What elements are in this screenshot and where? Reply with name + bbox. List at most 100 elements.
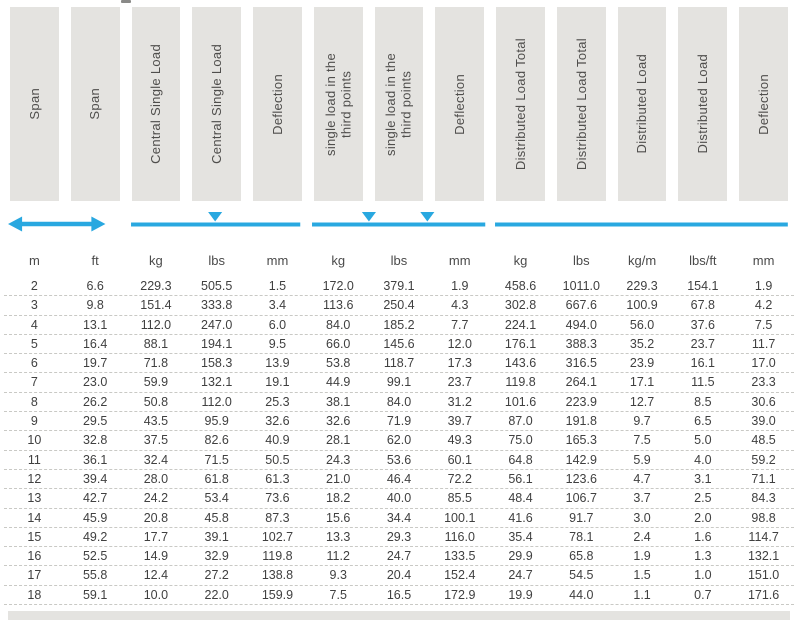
column-header: single load in the third points: [313, 7, 363, 201]
column-header: Distributed Load Total: [496, 7, 545, 201]
table-cell: 9.3: [329, 568, 347, 583]
table-cell: 85.5: [447, 491, 472, 506]
table-cell: 64.8: [508, 452, 533, 467]
column-header: single load in the third points: [374, 7, 424, 201]
table-cell: 21.0: [326, 471, 351, 486]
column-header: Central Single Load: [192, 7, 242, 201]
table-cell: 13.9: [265, 356, 290, 371]
column-header-cell: Distributed Load: [672, 7, 733, 201]
table-cell: 2.4: [633, 529, 651, 544]
diagram-row: [4, 201, 794, 243]
table-cell: 23.7: [690, 336, 715, 351]
table-cell: 143.6: [504, 356, 537, 371]
table-cell: 39.0: [751, 414, 776, 429]
table-cell: 46.4: [386, 471, 412, 486]
table-cell: 71.1: [751, 471, 776, 486]
table-cell: 18: [27, 587, 42, 602]
table-row: 8 26.2 50.8 112.0 25.3 38.1 84.0 31.2 101.6 223.9…: [4, 393, 794, 413]
table-cell: 52.5: [82, 549, 108, 564]
table-cell: 4.7: [633, 471, 651, 486]
table-cell: 49.2: [82, 529, 108, 544]
table-cell: 60.1: [447, 452, 472, 467]
table-cell: 54.5: [569, 568, 594, 583]
column-header: Span: [10, 7, 59, 201]
table-cell: 229.3: [626, 279, 658, 293]
table-cell: 49.3: [447, 433, 472, 448]
table-cell: 48.5: [751, 433, 776, 448]
column-header-cell: Span: [4, 7, 65, 201]
unit-label: lbs: [390, 252, 408, 268]
column-header: Distributed Load: [678, 7, 728, 201]
table-cell: 25.3: [265, 394, 290, 409]
third-point-loads-icon: [308, 201, 490, 243]
table-cell: 7.5: [754, 317, 773, 332]
table-body: 2 6.6 229.3 505.5 1.5 172.0 379.1 1.9 458.6 1011.…: [4, 277, 794, 606]
unit-label: kg: [513, 252, 528, 268]
column-header-label: Span: [87, 88, 103, 120]
table-cell: 28.0: [143, 471, 169, 486]
table-cell: 2: [30, 279, 38, 293]
table-cell: 17.1: [629, 375, 655, 390]
table-cell: 72.2: [447, 471, 472, 486]
table-cell: 73.6: [265, 491, 290, 506]
table-cell: 250.4: [383, 298, 415, 313]
table-cell: 28.1: [326, 433, 351, 448]
table-cell: 84.0: [326, 317, 351, 332]
table-cell: 6: [30, 356, 38, 371]
table-cell: 22.0: [204, 587, 229, 602]
column-header-label: Distributed Load: [634, 54, 650, 154]
table-cell: 16: [27, 549, 42, 564]
table-row: 2 6.6 229.3 505.5 1.5 172.0 379.1 1.9 458.6 1011.…: [4, 277, 794, 297]
header-row: Span Span Central Single Load Central Singl…: [4, 7, 794, 201]
table-cell: 224.1: [504, 317, 537, 332]
table-cell: 32.6: [265, 414, 290, 429]
table-cell: 5: [30, 336, 38, 351]
table-cell: 116.0: [444, 529, 475, 544]
table-cell: 4.2: [754, 298, 773, 313]
table-cell: 172.0: [322, 279, 354, 293]
span-extent-arrow-icon: [4, 201, 126, 243]
table-cell: 191.8: [565, 414, 597, 429]
column-header-cell: single load in the third points: [308, 7, 369, 201]
table-cell: 12.4: [143, 568, 169, 583]
table-cell: 100.1: [444, 510, 476, 525]
unit-label: ft: [91, 252, 99, 268]
table-cell: 7.5: [633, 433, 651, 448]
table-cell: 11: [27, 452, 41, 467]
table-cell: 13: [27, 491, 42, 506]
table-row: 17 55.8 12.4 27.2 138.8 9.3 20.4 152.4 24.7 54.5 1…: [4, 566, 794, 586]
table-cell: 43.5: [143, 414, 169, 429]
table-cell: 101.6: [504, 394, 537, 409]
table-cell: 42.7: [82, 491, 108, 506]
table-cell: 62.0: [386, 433, 412, 448]
table-cell: 1.0: [694, 568, 712, 583]
table-cell: 15.6: [326, 510, 351, 525]
table-cell: 1.6: [694, 529, 712, 544]
table-cell: 19.1: [265, 375, 290, 390]
table-cell: 112.0: [201, 394, 232, 409]
column-header: Central Single Load: [131, 7, 181, 201]
column-header: Span: [70, 7, 120, 201]
table-cell: 53.6: [386, 452, 412, 467]
table-row: 14 45.9 20.8 45.8 87.3 15.6 34.4 100.1 41.6 91.7 3…: [4, 509, 794, 528]
table-row: 11 36.1 32.4 71.5 50.5 24.3 53.6 60.1 64.8 142.9 5…: [4, 451, 794, 470]
table-cell: 102.7: [261, 529, 294, 544]
table-cell: 61.3: [265, 471, 290, 486]
table-cell: 29.5: [82, 414, 108, 429]
column-header-label: Central Single Load: [208, 44, 224, 164]
table-cell: 16.5: [386, 587, 412, 602]
column-header-label: single load in the third points: [322, 52, 354, 156]
table-cell: 9.7: [633, 414, 651, 429]
table-cell: 9: [30, 414, 38, 429]
table-cell: 71.9: [386, 414, 412, 429]
table-cell: 5.0: [694, 433, 712, 448]
table-row: 5 16.4 88.1 194.1 9.5 66.0 145.6 12.0 176.1 388.3…: [4, 335, 794, 355]
column-header-cell: Central Single Load: [126, 7, 187, 201]
table-cell: 65.8: [569, 549, 594, 564]
unit-label: kg: [149, 252, 163, 268]
table-cell: 8.5: [694, 394, 712, 409]
table-cell: 34.4: [386, 510, 412, 525]
table-cell: 333.8: [201, 298, 233, 313]
table-cell: 32.6: [326, 414, 351, 429]
